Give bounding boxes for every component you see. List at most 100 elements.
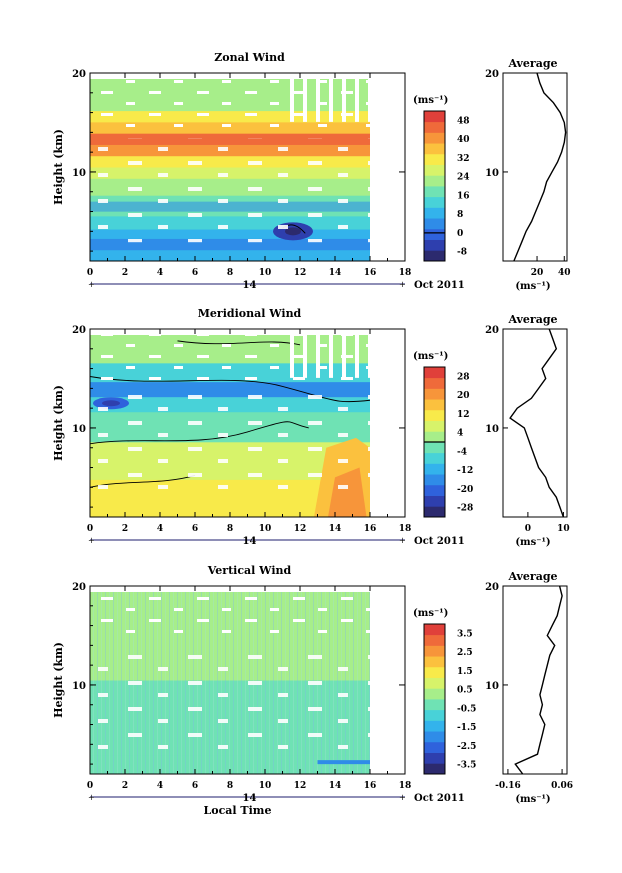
colorbar-frame: [423, 623, 446, 775]
x-tick-label: 0: [87, 524, 93, 534]
colorbar-label: -0.5: [457, 704, 476, 714]
x-tick-label: 14: [329, 781, 342, 791]
x-tick-label: 6: [192, 781, 198, 791]
colorbar-label: 0: [457, 229, 463, 239]
x-tick-label: 10: [259, 524, 272, 534]
colorbar-swatch: [424, 239, 445, 251]
average-profile-line: [509, 328, 565, 518]
colorbar-swatch: [424, 474, 445, 486]
colorbar-label: -3.5: [457, 761, 476, 771]
colorbar-label: -28: [457, 504, 473, 514]
day-axis-marker: +: [399, 280, 406, 289]
colorbar-swatch: [424, 741, 445, 753]
no-data-area: [370, 586, 405, 774]
day-axis-marker: +: [399, 536, 406, 545]
colorbar-label: 48: [457, 116, 470, 126]
data-gaps: [282, 73, 370, 122]
date-label: Oct 2011: [414, 280, 465, 291]
average-title: Average: [507, 57, 557, 70]
x-tick-label: 18: [399, 524, 412, 534]
colorbar-label: 32: [457, 154, 470, 164]
colorbar-swatch: [424, 763, 445, 775]
average-y-tick-label: 20: [485, 325, 499, 336]
x-tick-label: 12: [294, 268, 307, 278]
average-x-tick-label: 20: [531, 268, 544, 278]
colorbar-swatch: [424, 132, 445, 144]
colorbar-swatch: [424, 121, 445, 133]
x-tick-label: 18: [399, 781, 412, 791]
heatmap-band: [90, 249, 370, 262]
average-x-tick-label: 40: [558, 268, 571, 278]
average-x-tick-label: 0.06: [551, 781, 573, 791]
y-axis-label: Height (km): [52, 642, 65, 718]
x-tick-label: 6: [192, 268, 198, 278]
colorbar-swatch: [424, 388, 445, 400]
x-axis-label: Local Time: [204, 804, 272, 817]
colorbar-swatch: [424, 250, 445, 262]
data-gaps: [282, 329, 370, 378]
no-data-area: [370, 329, 405, 517]
average-profile-line: [513, 72, 567, 262]
panel-1: Meridional Wind 0 2 4 6 8 10 12 14 16 18 + +14 Oct 20…: [52, 307, 570, 548]
panel-2: Vertical Wind 0 2 4 6 8 10 12 14 16 18 + +14 Oct 2011…: [52, 564, 573, 817]
colorbar-swatch: [424, 442, 445, 454]
average-title: Average: [507, 313, 557, 326]
x-tick-label: 10: [259, 268, 272, 278]
average-frame: [502, 72, 568, 262]
x-tick-label: 16: [364, 524, 377, 534]
colorbar-swatch: [424, 175, 445, 187]
x-tick-label: 2: [122, 524, 128, 534]
colorbar-swatch: [424, 634, 445, 646]
day-axis-marker: +: [88, 793, 95, 802]
heatmap-band: [90, 381, 370, 398]
average-x-tick-label: 10: [557, 524, 570, 534]
colorbar-swatch: [424, 399, 445, 411]
colorbar-swatch: [424, 218, 445, 230]
colorbar-swatch: [424, 463, 445, 475]
colorbar-swatch: [424, 699, 445, 711]
colorbar-label: -8: [457, 248, 467, 258]
colorbar-swatch: [424, 720, 445, 732]
colorbar-swatch: [424, 377, 445, 389]
colorbar-swatch: [424, 645, 445, 657]
colorbar-label: 0.5: [457, 686, 473, 696]
colorbar-label: 8: [457, 210, 463, 220]
colorbar-swatch: [424, 431, 445, 443]
colorbar-label: -4: [457, 447, 467, 457]
colorbar-label: 24: [457, 173, 470, 183]
x-tick-label: 6: [192, 524, 198, 534]
y-tick-label: 10: [72, 681, 86, 692]
colorbar-unit: (ms⁻¹): [413, 608, 448, 619]
day-axis-marker: +: [399, 793, 406, 802]
colorbar-swatch: [424, 506, 445, 518]
panel-title: Meridional Wind: [198, 307, 302, 320]
y-axis-label: Height (km): [52, 129, 65, 205]
colorbar-label: 3.5: [457, 629, 473, 639]
x-tick-label: 8: [227, 268, 233, 278]
colorbar-frame: [423, 110, 446, 262]
colorbar-swatch: [424, 228, 445, 240]
colorbar-swatch: [424, 677, 445, 689]
day-axis-marker: +: [88, 280, 95, 289]
x-tick-label: 16: [364, 781, 377, 791]
colorbar-label: -12: [457, 466, 473, 476]
colorbar-label: -20: [457, 485, 473, 495]
average-y-tick-label: 20: [485, 582, 499, 593]
colorbar-label: 40: [457, 135, 470, 145]
average-unit: (ms⁻¹): [515, 537, 550, 548]
x-tick-label: 14: [329, 524, 342, 534]
colorbar-label: 4: [457, 429, 463, 439]
colorbar-swatch: [424, 196, 445, 208]
day-label: 14: [243, 536, 257, 547]
colorbar-swatch: [424, 153, 445, 165]
colorbar-swatch: [424, 409, 445, 421]
panel-title: Vertical Wind: [207, 564, 292, 577]
average-y-tick-label: 10: [485, 424, 499, 435]
colorbar-unit: (ms⁻¹): [413, 351, 448, 362]
x-tick-label: 16: [364, 268, 377, 278]
x-tick-label: 14: [329, 268, 342, 278]
y-tick-label: 10: [72, 168, 86, 179]
colorbar-label: 12: [457, 410, 470, 420]
